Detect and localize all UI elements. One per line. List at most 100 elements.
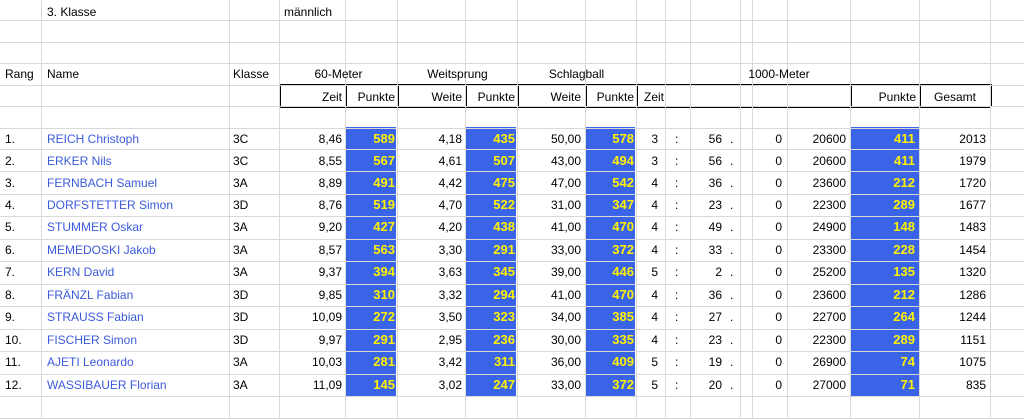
ball-throw-distance[interactable]: 43,00 <box>550 154 581 168</box>
subheader-weit-punkte[interactable]: Punkte <box>477 90 515 104</box>
total-points[interactable]: 1979 <box>959 154 986 168</box>
time-dot[interactable]: . <box>730 220 734 234</box>
time-60m[interactable]: 9,97 <box>318 333 342 347</box>
points-long-jump[interactable]: 522 <box>493 197 515 212</box>
rank-cell[interactable]: 3. <box>5 176 16 190</box>
header-name[interactable]: Name <box>47 67 80 81</box>
time-60m[interactable]: 9,37 <box>318 265 342 279</box>
time-1000m-minutes[interactable]: 5 <box>651 378 658 392</box>
points-1000m[interactable]: 212 <box>893 287 915 302</box>
time-dot[interactable]: . <box>730 132 734 146</box>
subheader-1000-zeit[interactable]: Zeit <box>644 90 665 104</box>
points-60m[interactable]: 281 <box>373 354 395 369</box>
time-dot[interactable]: . <box>730 198 734 212</box>
ball-throw-distance[interactable]: 41,00 <box>550 220 581 234</box>
athlete-name[interactable]: MEMEDOSKI Jakob <box>47 243 156 257</box>
time-1000m-minutes[interactable]: 4 <box>651 310 658 324</box>
subheader-60-punkte[interactable]: Punkte <box>357 90 395 104</box>
points-60m[interactable]: 567 <box>373 153 395 168</box>
time-1000m-minutes[interactable]: 4 <box>651 198 658 212</box>
points-60m[interactable]: 589 <box>373 131 395 146</box>
time-1000m-value[interactable]: 26900 <box>812 355 846 369</box>
points-long-jump[interactable]: 323 <box>493 309 515 324</box>
points-1000m[interactable]: 74 <box>900 354 915 369</box>
total-points[interactable]: 1151 <box>960 333 986 347</box>
time-1000m-value[interactable]: 27000 <box>812 378 846 392</box>
total-points[interactable]: 1286 <box>959 288 986 302</box>
time-colon[interactable]: : <box>675 333 679 347</box>
time-dot[interactable]: . <box>730 176 734 190</box>
time-1000m-minutes[interactable]: 4 <box>651 176 658 190</box>
time-dot[interactable]: . <box>730 355 734 369</box>
time-dot[interactable]: . <box>730 378 734 392</box>
time-1000m-value[interactable]: 23600 <box>812 288 846 302</box>
points-ball-throw[interactable]: 446 <box>612 264 634 279</box>
class-cell[interactable]: 3D <box>233 310 249 324</box>
time-1000m-fraction[interactable]: 0 <box>775 220 782 234</box>
total-points[interactable]: 1720 <box>959 176 986 190</box>
time-1000m-seconds[interactable]: 56 <box>708 132 722 146</box>
time-1000m-seconds[interactable]: 36 <box>708 176 722 190</box>
ball-throw-distance[interactable]: 30,00 <box>550 333 581 347</box>
time-1000m-value[interactable]: 25200 <box>812 265 846 279</box>
time-1000m-fraction[interactable]: 0 <box>775 288 782 302</box>
class-cell[interactable]: 3A <box>233 220 248 234</box>
time-1000m-seconds[interactable]: 23 <box>708 333 722 347</box>
ball-throw-distance[interactable]: 47,00 <box>550 176 581 190</box>
long-jump-distance[interactable]: 4,18 <box>438 132 462 146</box>
time-1000m-fraction[interactable]: 0 <box>775 176 782 190</box>
points-ball-throw[interactable]: 372 <box>612 377 634 392</box>
points-long-jump[interactable]: 247 <box>493 377 515 392</box>
time-1000m-minutes[interactable]: 5 <box>651 265 658 279</box>
athlete-name[interactable]: KERN David <box>47 265 115 279</box>
points-long-jump[interactable]: 294 <box>493 287 515 302</box>
time-colon[interactable]: : <box>675 220 679 234</box>
rank-cell[interactable]: 1. <box>5 132 16 146</box>
athlete-name[interactable]: ERKER Nils <box>47 154 112 168</box>
ball-throw-distance[interactable]: 50,00 <box>550 132 581 146</box>
class-cell[interactable]: 3D <box>233 198 249 212</box>
ball-throw-distance[interactable]: 36,00 <box>550 355 581 369</box>
ball-throw-distance[interactable]: 41,00 <box>550 288 581 302</box>
athlete-name[interactable]: DORFSTETTER Simon <box>47 198 174 212</box>
time-colon[interactable]: : <box>675 132 679 146</box>
time-colon[interactable]: : <box>675 310 679 324</box>
time-60m[interactable]: 8,57 <box>318 243 342 257</box>
points-ball-throw[interactable]: 409 <box>612 354 634 369</box>
time-60m[interactable]: 8,89 <box>318 176 342 190</box>
time-colon[interactable]: : <box>675 355 679 369</box>
header-rang[interactable]: Rang <box>5 67 34 81</box>
class-cell[interactable]: 3A <box>233 176 248 190</box>
time-60m[interactable]: 9,20 <box>318 220 342 234</box>
points-1000m[interactable]: 264 <box>893 309 915 324</box>
time-1000m-seconds[interactable]: 19 <box>708 355 722 369</box>
long-jump-distance[interactable]: 3,42 <box>438 355 462 369</box>
time-1000m-value[interactable]: 24900 <box>812 220 846 234</box>
subheader-weite[interactable]: Weite <box>431 90 462 104</box>
long-jump-distance[interactable]: 3,32 <box>438 288 462 302</box>
time-colon[interactable]: : <box>675 265 679 279</box>
header-1000-meter[interactable]: 1000-Meter <box>748 67 810 81</box>
time-1000m-value[interactable]: 20600 <box>812 154 846 168</box>
time-60m[interactable]: 8,46 <box>318 132 342 146</box>
time-1000m-seconds[interactable]: 20 <box>708 378 722 392</box>
points-ball-throw[interactable]: 347 <box>612 197 634 212</box>
athlete-name[interactable]: WASSIBAUER Florian <box>47 378 167 392</box>
points-1000m[interactable]: 411 <box>894 153 915 168</box>
total-points[interactable]: 1483 <box>959 220 986 234</box>
points-60m[interactable]: 427 <box>373 219 395 234</box>
points-long-jump[interactable]: 507 <box>493 153 515 168</box>
time-1000m-seconds[interactable]: 33 <box>708 243 722 257</box>
class-cell[interactable]: 3C <box>233 132 249 146</box>
points-1000m[interactable]: 289 <box>893 197 915 212</box>
time-1000m-fraction[interactable]: 0 <box>775 243 782 257</box>
header-weitsprung[interactable]: Weitsprung <box>427 67 488 81</box>
time-1000m-fraction[interactable]: 0 <box>775 154 782 168</box>
time-1000m-fraction[interactable]: 0 <box>775 265 782 279</box>
time-colon[interactable]: : <box>675 176 679 190</box>
rank-cell[interactable]: 9. <box>5 310 16 324</box>
ball-throw-distance[interactable]: 34,00 <box>550 310 581 324</box>
header-60-meter[interactable]: 60-Meter <box>314 67 363 81</box>
total-points[interactable]: 1075 <box>959 355 986 369</box>
time-1000m-minutes[interactable]: 4 <box>651 243 658 257</box>
